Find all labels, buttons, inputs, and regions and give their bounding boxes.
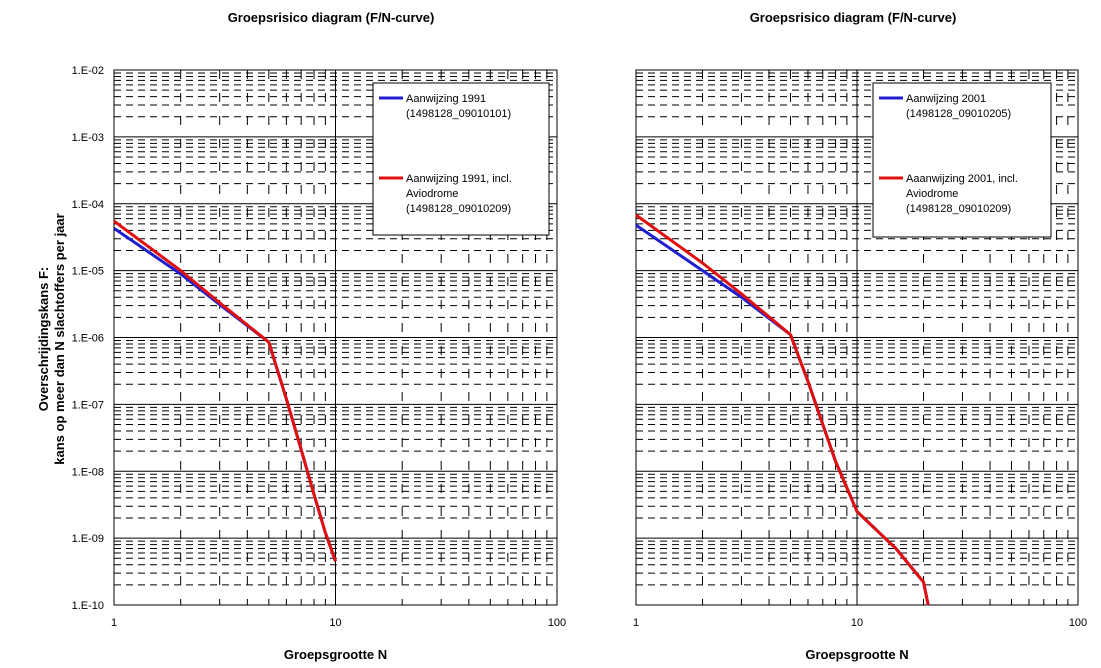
chart-title: Groepsrisico diagram (F/N-curve) (228, 10, 435, 25)
legend-box (872, 82, 1052, 238)
x-tick-label: 1 (633, 617, 639, 629)
series-line-2 (113, 219, 337, 562)
x-tick-label: 100 (1069, 617, 1087, 629)
chart-title: Groepsrisico diagram (F/N-curve) (750, 10, 957, 25)
x-tick-label: 10 (329, 617, 341, 629)
x-tick-label: 1 (111, 617, 117, 629)
chart-panel-1: Groepsrisico diagram (F/N-curve) 1 10 100 1.… (72, 10, 567, 662)
series-line-2 (635, 213, 930, 606)
legend-entry-text: Aanwijzing 1991 (406, 93, 486, 105)
legend-box (372, 82, 550, 236)
chart-panel-2: Groepsrisico diagram (F/N-curve) 1 10 100 Gr… (633, 10, 1087, 662)
legend-entry-text: Aanwijzing 2001 (906, 93, 986, 105)
y-tick-label: 1.E-02 (72, 65, 104, 77)
legend-entry-text: (1498128_09010209) (406, 203, 511, 215)
y-tick-label: 1.E-10 (72, 600, 104, 612)
y-axis-label-line1: Overschrijdingskans F: (36, 267, 51, 412)
y-tick-label: 1.E-05 (72, 266, 104, 278)
y-tick-label: 1.E-04 (72, 199, 104, 211)
y-tick-label: 1.E-09 (72, 533, 104, 545)
y-tick-label: 1.E-06 (72, 333, 104, 345)
legend-entry-text: Aaanwijzing 2001, incl. (906, 173, 1018, 185)
plot-area-frame (113, 69, 558, 606)
x-tick-label: 100 (548, 617, 566, 629)
legend: Aanwijzing 2001 (1498128_09010205) Aaanwij… (872, 82, 1052, 238)
y-axis-label-line2: kans op meer dan N slachtoffers per jaar (52, 213, 67, 464)
legend-entry-text: (1498128_09010209) (906, 203, 1011, 215)
x-axis-label: Groepsgrootte N (284, 647, 387, 662)
legend: Aanwijzing 1991 (1498128_09010101) Aanwijz… (372, 82, 550, 236)
y-tick-label: 1.E-07 (72, 399, 104, 411)
legend-entry-text: Aanwijzing 1991, incl. (406, 173, 512, 185)
plot-area-frame (635, 69, 1079, 606)
legend-entry-text: (1498128_09010101) (406, 108, 511, 120)
legend-entry-text: Aviodrome (406, 188, 458, 200)
x-axis-label: Groepsgrootte N (805, 647, 908, 662)
y-tick-label: 1.E-03 (72, 132, 104, 144)
y-tick-label: 1.E-08 (72, 466, 104, 478)
legend-entry-text: (1498128_09010205) (906, 108, 1011, 120)
legend-entry-text: Aviodrome (906, 188, 958, 200)
series-line-1 (113, 227, 337, 562)
x-tick-label: 10 (851, 617, 863, 629)
